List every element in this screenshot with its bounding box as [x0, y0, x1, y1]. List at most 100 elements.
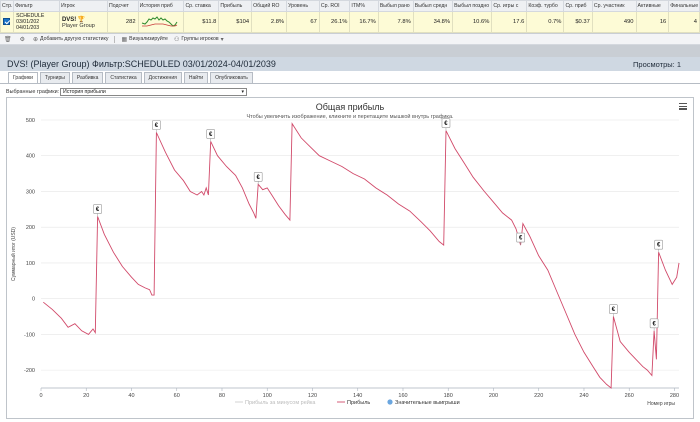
- col-header[interactable]: Подсчет: [107, 0, 139, 12]
- euro-icon: €: [257, 175, 261, 181]
- x-tick-label: 120: [308, 393, 317, 399]
- tab-publish[interactable]: Опубликовать: [210, 72, 253, 83]
- tab-graphs[interactable]: Графики: [8, 72, 38, 83]
- col-header[interactable]: Ср. игры с: [491, 0, 528, 12]
- bar-chart-icon: ▦: [121, 36, 128, 43]
- col-header[interactable]: История приб: [137, 0, 185, 12]
- euro-icon: €: [444, 121, 448, 127]
- y-tick-label: 100: [26, 261, 35, 267]
- y-tick-label: 400: [26, 154, 35, 160]
- col-header[interactable]: Уровень: [286, 0, 320, 12]
- col-header[interactable]: Выбыл поздно: [452, 0, 493, 12]
- x-tick-label: 260: [625, 393, 634, 399]
- y-tick-label: 0: [32, 297, 35, 303]
- avg-games-cell: 17.6: [491, 11, 528, 33]
- tab-achievements[interactable]: Достижения: [143, 72, 182, 83]
- x-tick-label: 40: [128, 393, 134, 399]
- avg-profit-cell: $0.37: [563, 11, 593, 33]
- tab-tournaments[interactable]: Турниры: [39, 72, 70, 83]
- panel-tabs: Графики Турниры Разбивка Статистика Дост…: [8, 72, 255, 84]
- profit-series-line: [43, 122, 680, 389]
- visualize-button[interactable]: ▦ Визуализируйте: [121, 36, 168, 43]
- graph-select[interactable]: История прибыли ▾: [60, 88, 247, 96]
- col-header[interactable]: Выбыл рано: [377, 0, 414, 12]
- col-header[interactable]: Прибыль: [218, 0, 253, 12]
- y-axis-label: Суммарный итог (USD): [10, 227, 17, 281]
- add-stats-button[interactable]: ⊕ Добавить другую статистику: [33, 36, 108, 43]
- y-tick-label: -100: [24, 332, 35, 338]
- toolbar-divider: [114, 35, 116, 43]
- panel-header: DVS! (Player Group) Фильтр:SCHEDULED 03/…: [0, 57, 700, 71]
- big-win-marker: [649, 318, 659, 329]
- euro-icon: €: [612, 307, 616, 313]
- tab-breakdown[interactable]: Разбивка: [71, 72, 104, 83]
- col-header[interactable]: Общий RO: [251, 0, 288, 12]
- stats-table: Стр. Фильтр Игрок Подсчет История приб С…: [0, 0, 700, 33]
- col-header[interactable]: Активные: [635, 0, 670, 12]
- visualize-label: Визуализируйте: [129, 36, 168, 42]
- filter-cell: SCHEDULE 03/01/202 04/01/203: [13, 11, 60, 33]
- player-groups-button[interactable]: ⚇ Группы игроков ▾: [174, 36, 226, 43]
- player-groups-label: Группы игроков: [181, 36, 219, 42]
- col-header[interactable]: Стр.: [0, 0, 15, 12]
- chart-title: Общая прибыль: [316, 102, 385, 112]
- x-tick-label: 280: [670, 393, 679, 399]
- sparkline-chart: [141, 16, 177, 27]
- chart-menu-icon[interactable]: [679, 103, 687, 110]
- col-header[interactable]: Коэф. турбо: [526, 0, 565, 12]
- euro-icon: €: [209, 132, 213, 138]
- x-tick-label: 100: [263, 393, 272, 399]
- x-tick-label: 220: [534, 393, 543, 399]
- col-header[interactable]: Выбыл средн: [412, 0, 454, 12]
- chevron-down-icon: ▾: [220, 36, 224, 43]
- col-header[interactable]: Ср. ROI: [318, 0, 351, 12]
- x-tick-label: 180: [444, 393, 453, 399]
- out-mid-cell: 34.8%: [412, 11, 454, 33]
- euro-icon: €: [657, 243, 661, 249]
- profit-cell: $104: [218, 11, 253, 33]
- col-header[interactable]: Ср. участник: [591, 0, 637, 12]
- col-header[interactable]: Игрок: [58, 0, 109, 12]
- trophy-icon: 🏆: [77, 16, 86, 23]
- chevron-down-icon: ▾: [241, 89, 244, 95]
- tabs-divider: [0, 83, 700, 84]
- player-cell[interactable]: DVS! 🏆 Player Group: [58, 11, 109, 33]
- active-cell: 16: [635, 11, 670, 33]
- row-checkbox[interactable]: [3, 17, 10, 25]
- col-header[interactable]: Ср. приб: [563, 0, 593, 12]
- player-group: Player Group: [61, 22, 95, 29]
- trash-button[interactable]: 🗑: [4, 36, 14, 43]
- legend-rake-label: Прибыль за минусом рейка: [245, 399, 316, 406]
- finals-cell: 4: [668, 11, 700, 33]
- settings-button[interactable]: ⚙: [20, 36, 27, 43]
- col-header[interactable]: Финальные: [668, 0, 700, 12]
- euro-icon: €: [652, 321, 656, 327]
- y-tick-label: -200: [24, 368, 35, 374]
- tab-find[interactable]: Найти: [183, 72, 209, 83]
- col-header[interactable]: Фильтр: [13, 0, 60, 12]
- euro-icon: €: [96, 207, 100, 213]
- big-win-marker: [152, 120, 161, 130]
- trash-icon: 🗑: [4, 36, 12, 43]
- filter-line: 03/01/202: [16, 19, 40, 25]
- tab-statistics[interactable]: Статистика: [105, 72, 142, 83]
- profit-chart[interactable]: Общая прибыль Чтобы увеличить изображение…: [6, 97, 694, 419]
- big-win-marker: [516, 232, 525, 243]
- x-tick-label: 80: [219, 393, 225, 399]
- views-counter: Просмотры: 1: [633, 60, 681, 69]
- y-tick-label: 300: [26, 189, 35, 195]
- panel-title: DVS! (Player Group) Фильтр:SCHEDULED 03/…: [7, 59, 276, 69]
- graph-select-label: Выбранные графики:: [6, 89, 60, 95]
- chart-subtitle: Чтобы увеличить изображение, кликните и …: [246, 113, 454, 120]
- x-tick-label: 140: [353, 393, 362, 399]
- table-toolbar: 🗑 ⚙ ⊕ Добавить другую статистику ▦ Визуа…: [0, 34, 700, 45]
- itm-cell: 16.7%: [349, 11, 379, 33]
- col-header[interactable]: Ср. ставка: [183, 0, 220, 12]
- col-header[interactable]: ITM%: [349, 0, 379, 12]
- filter-line: 04/01/203: [16, 25, 40, 31]
- euro-icon: €: [155, 123, 159, 129]
- table-row[interactable]: SCHEDULE 03/01/202 04/01/203 DVS! 🏆 Play…: [0, 11, 700, 33]
- big-win-marker: [253, 172, 263, 182]
